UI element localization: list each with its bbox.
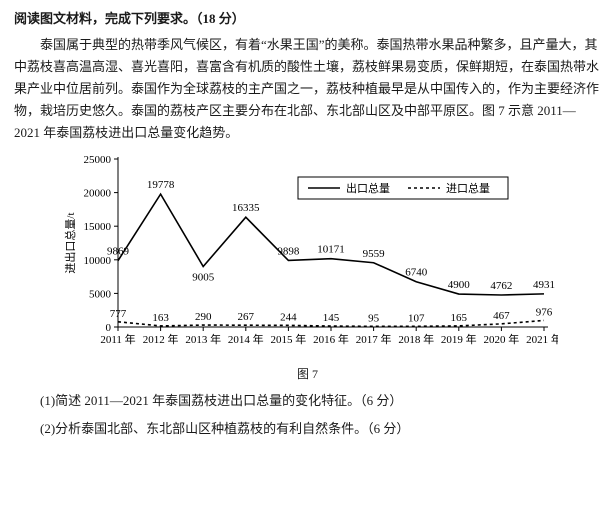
- import-value-label: 267: [237, 311, 254, 323]
- import-value-label: 145: [322, 312, 339, 324]
- x-tick-label: 2021 年: [526, 332, 558, 346]
- import-value-label: 244: [280, 311, 297, 323]
- figure-7-container: 0500010000150002000025000进出口总量/t2011 年20…: [58, 147, 558, 384]
- import-value-label: 95: [368, 312, 380, 324]
- import-value-label: 290: [194, 311, 211, 323]
- x-tick-label: 2018 年: [398, 332, 434, 346]
- import-value-label: 976: [535, 306, 552, 318]
- figure-7-chart: 0500010000150002000025000进出口总量/t2011 年20…: [58, 147, 558, 362]
- import-value-label: 165: [450, 311, 467, 323]
- y-tick-label: 20000: [83, 187, 111, 199]
- y-tick-label: 5000: [89, 288, 112, 300]
- legend-export-label: 出口总量: [346, 181, 390, 195]
- import-value-label: 467: [493, 309, 510, 321]
- x-tick-label: 2013 年: [185, 332, 221, 346]
- import-value-label: 777: [109, 307, 126, 319]
- export-value-label: 9898: [277, 245, 300, 257]
- x-tick-label: 2011 年: [100, 332, 135, 346]
- question-1: (1)简述 2011—2021 年泰国荔枝进出口总量的变化特征。（6 分）: [14, 390, 601, 412]
- y-tick-label: 25000: [83, 154, 111, 166]
- export-value-label: 4931: [533, 278, 555, 290]
- export-value-label: 19778: [146, 179, 174, 191]
- export-value-label: 4762: [490, 280, 512, 292]
- x-tick-label: 2020 年: [483, 332, 519, 346]
- export-value-label: 9005: [192, 271, 215, 283]
- export-value-label: 6740: [405, 266, 428, 278]
- export-value-label: 4900: [447, 279, 470, 291]
- y-axis-label: 进出口总量/t: [63, 212, 77, 273]
- x-tick-label: 2016 年: [313, 332, 349, 346]
- x-tick-label: 2014 年: [227, 332, 263, 346]
- import-value-label: 163: [152, 311, 169, 323]
- figure-7-caption: 图 7: [58, 364, 558, 384]
- legend-import-label: 进口总量: [446, 181, 490, 195]
- x-tick-label: 2015 年: [270, 332, 306, 346]
- x-tick-label: 2012 年: [142, 332, 178, 346]
- export-value-label: 9869: [107, 245, 130, 257]
- y-tick-label: 0: [105, 322, 111, 334]
- passage-paragraph-1: 泰国属于典型的热带季风气候区，有着“水果王国”的美称。泰国热带水果品种繁多，且产…: [14, 34, 601, 144]
- question-2: (2)分析泰国北部、东北部山区种植荔枝的有利自然条件。（6 分）: [14, 418, 601, 440]
- x-tick-label: 2017 年: [355, 332, 391, 346]
- instruction-header: 阅读图文材料，完成下列要求。（18 分）: [14, 8, 601, 30]
- import-value-label: 107: [407, 312, 424, 324]
- export-value-label: 16335: [232, 202, 260, 214]
- export-value-label: 10171: [317, 243, 345, 255]
- y-tick-label: 15000: [83, 221, 111, 233]
- x-tick-label: 2019 年: [440, 332, 476, 346]
- export-value-label: 9559: [362, 247, 385, 259]
